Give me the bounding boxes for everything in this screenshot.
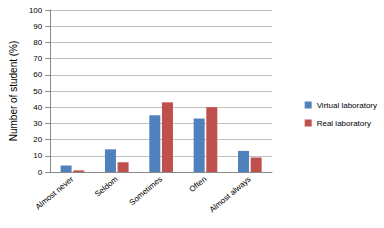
svg-text:Almost never: Almost never bbox=[34, 174, 76, 211]
svg-text:10: 10 bbox=[33, 151, 42, 160]
svg-text:Real laboratory: Real laboratory bbox=[317, 119, 371, 128]
svg-text:Seldom: Seldom bbox=[93, 174, 120, 199]
svg-text:50: 50 bbox=[33, 87, 42, 96]
svg-text:Often: Often bbox=[188, 175, 209, 194]
svg-text:20: 20 bbox=[33, 135, 42, 144]
svg-text:Virtual laboratory: Virtual laboratory bbox=[317, 101, 377, 110]
svg-text:80: 80 bbox=[33, 38, 42, 47]
svg-text:0: 0 bbox=[38, 168, 43, 177]
svg-text:70: 70 bbox=[33, 54, 42, 63]
svg-text:Almost always: Almost always bbox=[208, 175, 253, 215]
svg-text:Sometimes: Sometimes bbox=[128, 175, 164, 208]
svg-text:30: 30 bbox=[33, 119, 42, 128]
svg-text:40: 40 bbox=[33, 103, 42, 112]
svg-text:100: 100 bbox=[29, 6, 43, 15]
svg-text:90: 90 bbox=[33, 22, 42, 31]
svg-text:Number of student (%): Number of student (%) bbox=[8, 41, 19, 142]
svg-text:60: 60 bbox=[33, 70, 42, 79]
